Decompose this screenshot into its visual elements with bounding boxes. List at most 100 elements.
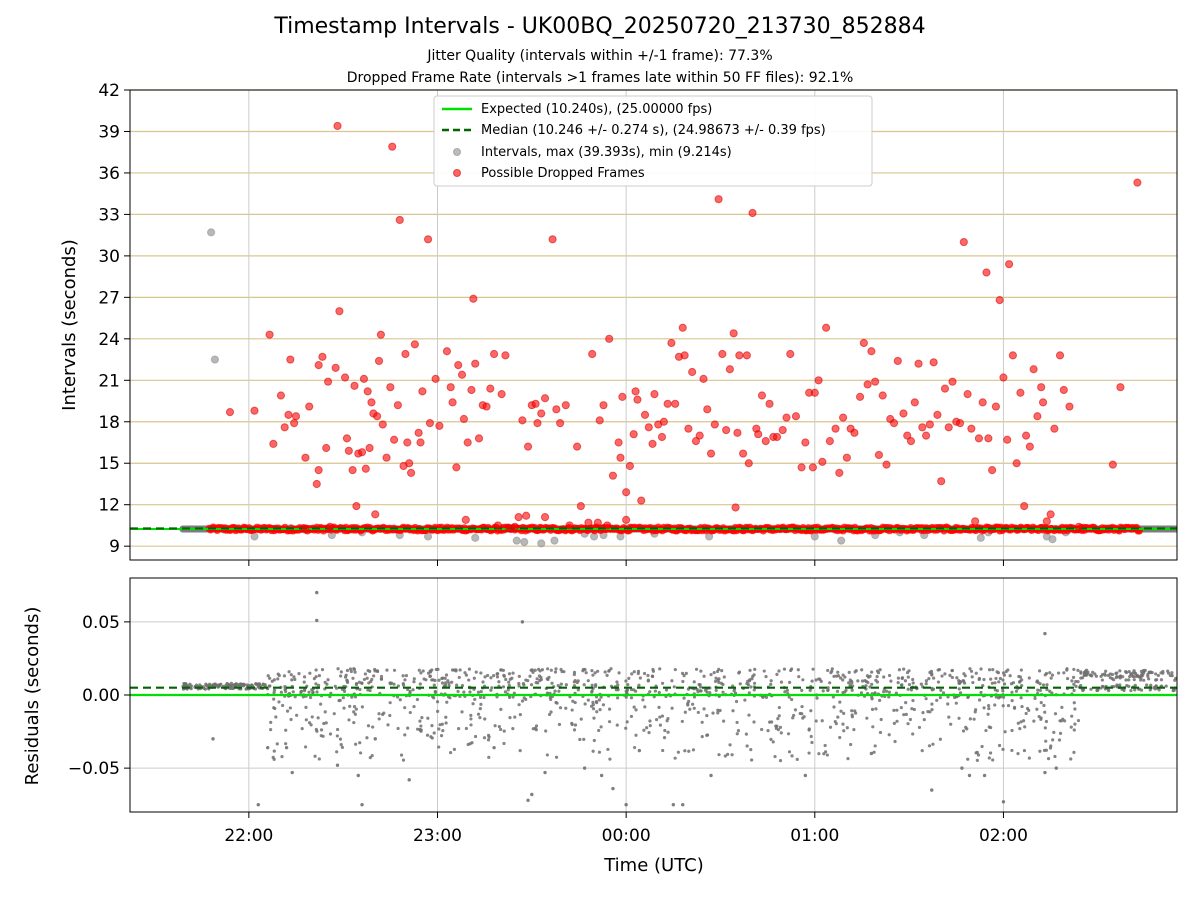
residual-point: [770, 720, 774, 724]
residual-point: [368, 756, 372, 760]
residual-outlier-point: [599, 773, 604, 778]
residual-point: [362, 677, 366, 682]
residual-point: [797, 675, 801, 679]
residual-point: [1006, 703, 1011, 708]
residual-point: [319, 702, 323, 706]
residual-point: [783, 690, 787, 694]
dropped-frame-point: [791, 412, 801, 421]
residual-point: [700, 735, 704, 739]
residual-point: [437, 745, 441, 749]
residual-point: [345, 678, 349, 682]
residual-point: [590, 683, 594, 687]
residual-point: [779, 731, 783, 735]
residual-point: [749, 747, 753, 752]
residual-point: [1038, 749, 1042, 753]
residual-point: [582, 737, 586, 741]
residual-point: [495, 675, 500, 679]
residual-point: [319, 728, 324, 732]
residual-point: [457, 675, 461, 680]
residual-point: [1010, 699, 1014, 703]
residual-point: [277, 673, 281, 678]
residual-point: [930, 702, 934, 706]
residual-point: [1057, 738, 1062, 742]
residual-point: [987, 725, 991, 729]
residual-point: [979, 667, 983, 671]
dropped-frame-point: [699, 374, 708, 384]
residual-point: [276, 677, 280, 681]
residual-point: [926, 709, 930, 714]
residual-point: [1020, 678, 1024, 682]
residual-point: [1016, 721, 1020, 725]
residual-point: [712, 671, 716, 675]
residual-point: [977, 676, 982, 681]
residual-point: [632, 705, 636, 709]
residual-point: [1048, 746, 1053, 750]
dropped-frame-point: [340, 373, 350, 382]
residual-point: [930, 708, 934, 712]
residual-point: [715, 669, 720, 674]
dropped-frame-point: [333, 121, 342, 131]
residual-point: [648, 690, 652, 694]
residual-point: [990, 681, 994, 685]
residual-point: [987, 706, 991, 711]
residual-point: [536, 681, 540, 685]
residual-point: [726, 752, 730, 756]
residual-point: [1073, 707, 1077, 711]
interval-point: [471, 533, 480, 542]
residual-point: [375, 669, 379, 673]
residual-point: [988, 751, 993, 755]
residual-point: [1069, 757, 1073, 761]
dropped-frame-point: [291, 412, 301, 421]
residual-point: [717, 753, 721, 757]
residual-point: [435, 700, 440, 704]
residual-point: [909, 688, 914, 692]
residual-point: [808, 688, 812, 692]
residual-point: [1124, 678, 1128, 682]
residual-point: [950, 668, 954, 673]
residual-point: [1124, 670, 1128, 674]
residual-point: [582, 683, 586, 687]
residual-point: [605, 673, 609, 678]
residual-point: [1076, 718, 1081, 723]
residual-point: [1043, 710, 1047, 714]
dropped-frame-point: [556, 419, 565, 428]
residual-point: [1099, 674, 1103, 678]
residual-point: [1140, 672, 1144, 676]
dropped-frame-point: [605, 334, 614, 343]
residual-point: [528, 674, 532, 678]
dropped-frame-point: [280, 423, 289, 432]
dropped-frame-point: [463, 438, 472, 447]
residual-point: [479, 671, 483, 675]
residual-point: [419, 724, 423, 728]
residual-point: [335, 750, 339, 754]
intervals-y-tick-label: 39: [98, 122, 120, 142]
residual-point: [354, 682, 359, 686]
residual-point: [790, 697, 794, 702]
dropped-frame-point: [531, 399, 540, 408]
residual-point: [503, 690, 508, 694]
residual-point: [698, 683, 702, 687]
dropped-frame-point: [706, 449, 716, 458]
residual-point: [642, 728, 646, 732]
residual-point: [870, 670, 874, 674]
residual-point: [931, 742, 935, 746]
dropped-frame-point: [608, 471, 618, 480]
residual-point: [369, 679, 373, 684]
residual-point: [624, 726, 628, 730]
residuals-y-axis-label: Residuals (seconds): [22, 607, 43, 786]
residual-point: [714, 676, 718, 680]
residual-point: [917, 725, 922, 730]
residual-outlier-point: [543, 770, 547, 775]
dropped-frame-point: [584, 518, 593, 527]
residual-point: [593, 671, 597, 675]
residual-point: [786, 732, 791, 736]
residual-point: [1170, 671, 1174, 675]
intervals-y-tick-label: 33: [98, 205, 120, 225]
dropped-frame-point: [797, 463, 806, 472]
residual-point: [1044, 739, 1048, 743]
residual-point: [1076, 668, 1080, 672]
residual-point: [787, 695, 791, 699]
residual-point: [448, 750, 453, 755]
residual-point: [372, 674, 376, 678]
residual-point: [849, 742, 853, 747]
